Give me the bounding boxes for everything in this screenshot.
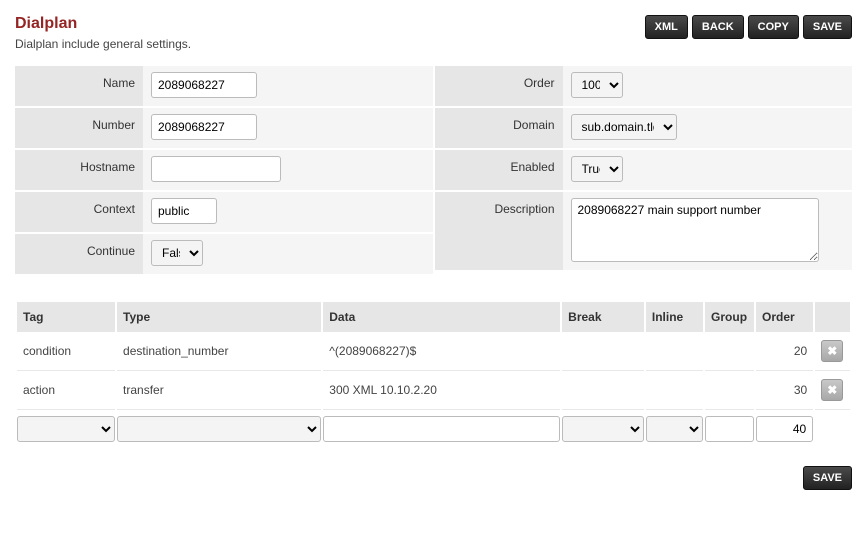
- delete-row-button[interactable]: ✖: [821, 340, 843, 362]
- data-input[interactable]: [323, 416, 560, 442]
- enabled-label: Enabled: [435, 150, 563, 190]
- order-input[interactable]: [756, 416, 813, 442]
- tag-select[interactable]: [17, 416, 115, 442]
- save-button-footer[interactable]: SAVE: [803, 466, 852, 490]
- cell-inline: [646, 332, 703, 371]
- type-select[interactable]: [117, 416, 321, 442]
- page-subtitle: Dialplan include general settings.: [15, 37, 191, 51]
- details-table: Tag Type Data Break Inline Group Order c…: [15, 302, 852, 448]
- domain-label: Domain: [435, 108, 563, 148]
- back-button[interactable]: BACK: [692, 15, 744, 39]
- number-label: Number: [15, 108, 143, 148]
- domain-select[interactable]: sub.domain.tld: [571, 114, 677, 140]
- hostname-input[interactable]: [151, 156, 281, 182]
- col-order: Order: [756, 302, 813, 332]
- cell-inline: [646, 371, 703, 410]
- number-input[interactable]: [151, 114, 257, 140]
- cell-order: 20: [756, 332, 813, 371]
- name-input[interactable]: [151, 72, 257, 98]
- cell-type: destination_number: [117, 332, 321, 371]
- inline-select[interactable]: [646, 416, 703, 442]
- continue-select[interactable]: False: [151, 240, 203, 266]
- cell-break: [562, 332, 644, 371]
- delete-row-button[interactable]: ✖: [821, 379, 843, 401]
- input-row: [17, 410, 850, 448]
- cell-tag: condition: [17, 332, 115, 371]
- save-button[interactable]: SAVE: [803, 15, 852, 39]
- hostname-label: Hostname: [15, 150, 143, 190]
- xml-button[interactable]: XML: [645, 15, 688, 39]
- order-select[interactable]: 100: [571, 72, 623, 98]
- col-type: Type: [117, 302, 321, 332]
- col-group: Group: [705, 302, 754, 332]
- continue-label: Continue: [15, 234, 143, 274]
- table-row: action transfer 300 XML 10.10.2.20 30 ✖: [17, 371, 850, 410]
- group-input[interactable]: [705, 416, 754, 442]
- cell-data: 300 XML 10.10.2.20: [323, 371, 560, 410]
- cell-data: ^(2089068227)$: [323, 332, 560, 371]
- break-select[interactable]: [562, 416, 644, 442]
- name-label: Name: [15, 66, 143, 106]
- enabled-select[interactable]: True: [571, 156, 623, 182]
- col-break: Break: [562, 302, 644, 332]
- cell-group: [705, 371, 754, 410]
- table-row: condition destination_number ^(208906822…: [17, 332, 850, 371]
- cell-type: transfer: [117, 371, 321, 410]
- description-label: Description: [435, 192, 563, 270]
- description-textarea[interactable]: 2089068227 main support number: [571, 198, 819, 262]
- context-input[interactable]: [151, 198, 217, 224]
- col-data: Data: [323, 302, 560, 332]
- copy-button[interactable]: COPY: [748, 15, 799, 39]
- page-title: Dialplan: [15, 15, 191, 33]
- cell-order: 30: [756, 371, 813, 410]
- cell-break: [562, 371, 644, 410]
- cell-group: [705, 332, 754, 371]
- order-label: Order: [435, 66, 563, 106]
- header-buttons: XML BACK COPY SAVE: [645, 15, 852, 39]
- col-tag: Tag: [17, 302, 115, 332]
- cell-tag: action: [17, 371, 115, 410]
- context-label: Context: [15, 192, 143, 232]
- col-inline: Inline: [646, 302, 703, 332]
